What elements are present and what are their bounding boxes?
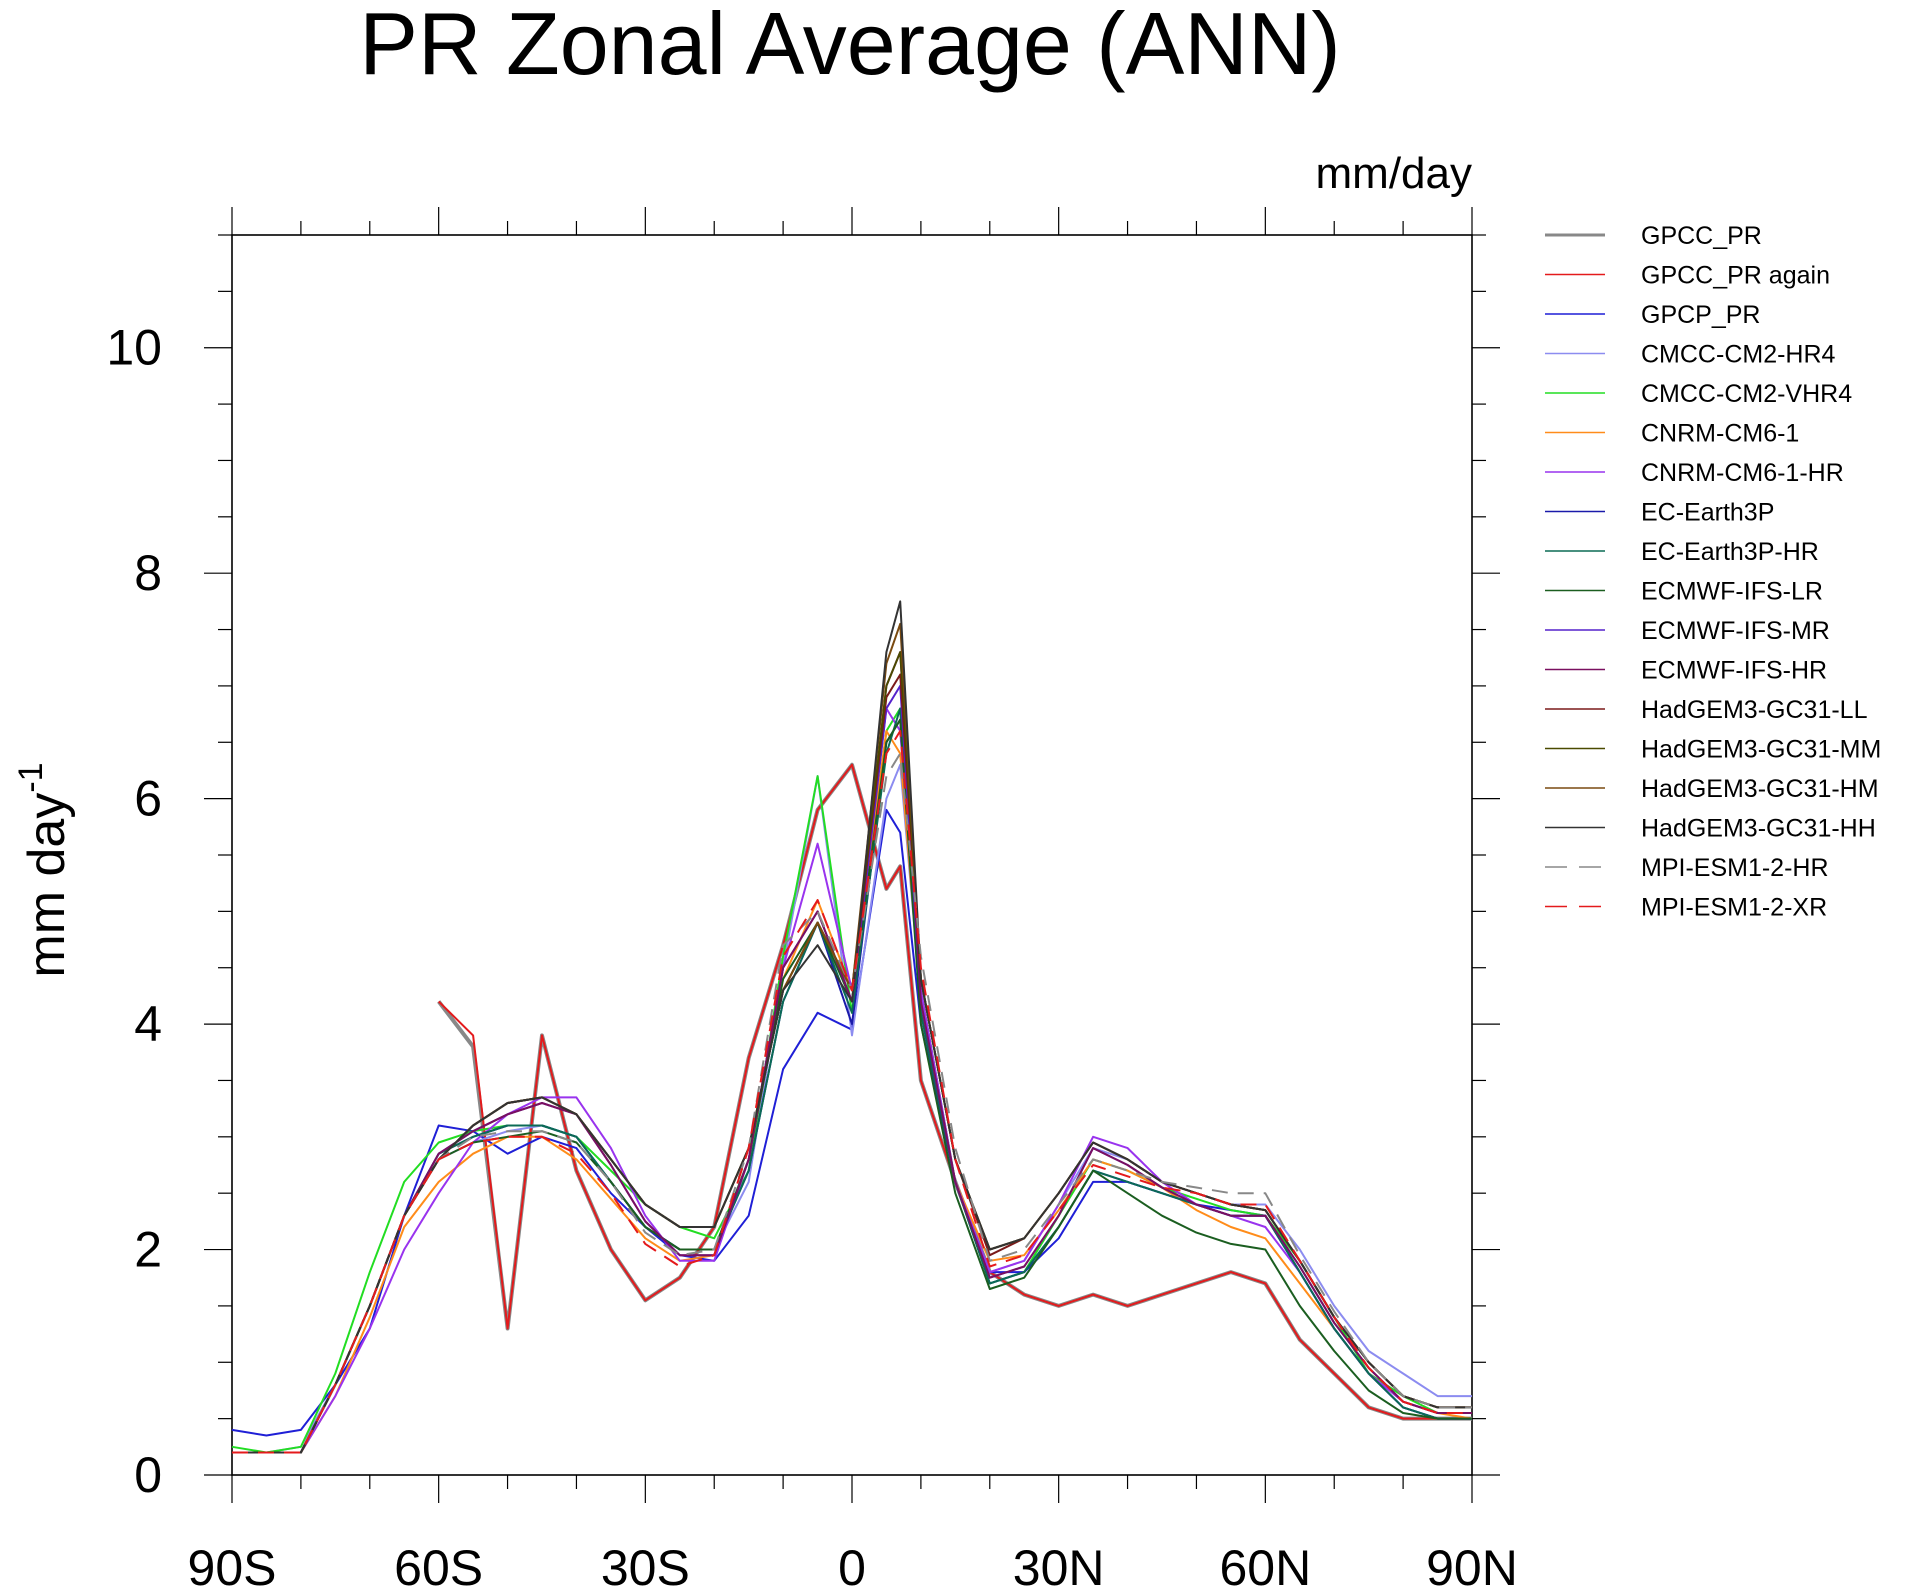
series-line-gpcc-pr-again <box>437 763 1472 1420</box>
y-axis-label-superscript: -1 <box>12 762 50 792</box>
legend-label-hadgem3-gc31-mm: HadGEM3-GC31-MM <box>1641 736 1881 764</box>
legend-label-gpcp-pr: GPCP_PR <box>1641 301 1760 329</box>
y-tick-label: 6 <box>134 771 162 827</box>
legend-label-hadgem3-gc31-hm: HadGEM3-GC31-HM <box>1641 775 1879 803</box>
series-line-ecmwf-ifs-lr <box>232 718 1472 1454</box>
legend-label-hadgem3-gc31-ll: HadGEM3-GC31-LL <box>1641 696 1868 724</box>
x-tick-label: 90S <box>188 1540 277 1595</box>
legend-label-ecmwf-ifs-hr: ECMWF-IFS-HR <box>1641 657 1827 685</box>
series-line-ecmwf-ifs-mr <box>232 684 1472 1454</box>
legend-label-mpi-esm1-2-xr: MPI-ESM1-2-XR <box>1641 894 1827 922</box>
legend-label-hadgem3-gc31-hh: HadGEM3-GC31-HH <box>1641 815 1876 843</box>
units-label: mm/day <box>1316 149 1472 198</box>
y-tick-label: 10 <box>106 320 162 376</box>
series-line-cmcc-cm2-vhr4 <box>231 707 1472 1454</box>
legend-label-cnrm-cm6-1: CNRM-CM6-1 <box>1641 420 1799 448</box>
series-line-mpi-esm1-2-xr <box>232 730 1472 1454</box>
legend-label-cnrm-cm6-1-hr: CNRM-CM6-1-HR <box>1641 459 1844 487</box>
series-line-ec-earth3p <box>232 718 1472 1454</box>
x-tick-label: 90N <box>1426 1540 1518 1595</box>
x-tick-label: 30N <box>1013 1540 1105 1595</box>
legend-label-mpi-esm1-2-hr: MPI-ESM1-2-HR <box>1641 854 1829 882</box>
x-tick-label: 0 <box>838 1540 866 1595</box>
legend-label-gpcc-pr-again: GPCC_PR again <box>1641 262 1830 290</box>
x-tick-label: 60S <box>394 1540 483 1595</box>
legend-label-cmcc-cm2-vhr4: CMCC-CM2-VHR4 <box>1641 380 1852 408</box>
legend-label-ec-earth3p-hr: EC-Earth3P-HR <box>1641 538 1819 566</box>
series-line-cnrm-cm6-1-hr <box>232 707 1472 1454</box>
series-line-gpcc-pr <box>437 762 1472 1421</box>
legend-label-gpcc-pr: GPCC_PR <box>1641 222 1762 250</box>
x-tick-label: 60N <box>1219 1540 1311 1595</box>
legend: GPCC_PR GPCC_PR again GPCP_PR CMCC-CM2-HR4 C… <box>1545 222 1881 922</box>
series-line-gpcp-pr <box>231 808 1472 1437</box>
plot-frame <box>231 234 1473 1476</box>
plot-area: 90S 60S 30S 0 30N 60N 90N 0 2 4 6 8 10 <box>106 207 1518 1595</box>
legend-label-cmcc-cm2-hr4: CMCC-CM2-HR4 <box>1641 341 1836 369</box>
y-axis-label-text: mm day <box>18 793 76 978</box>
series-line-hadgem3-gc31-ll <box>232 673 1472 1454</box>
chart-title: PR Zonal Average (ANN) <box>359 0 1340 93</box>
y-tick-label: 4 <box>134 996 162 1052</box>
y-tick-label: 0 <box>134 1447 162 1503</box>
legend-label-ec-earth3p: EC-Earth3P <box>1641 499 1774 527</box>
series-line-mpi-esm1-2-hr <box>232 752 1472 1454</box>
legend-label-ecmwf-ifs-lr: ECMWF-IFS-LR <box>1641 578 1823 606</box>
series-line-ec-earth3p-hr <box>232 707 1472 1454</box>
x-tick-label: 30S <box>601 1540 690 1595</box>
legend-label-ecmwf-ifs-mr: ECMWF-IFS-MR <box>1641 617 1830 645</box>
series-line-cnrm-cm6-1 <box>232 730 1473 1454</box>
series-line-hadgem3-gc31-hh <box>232 600 1472 1454</box>
y-tick-label: 8 <box>134 545 162 601</box>
y-tick-label: 2 <box>134 1222 162 1278</box>
series-line-hadgem3-gc31-hm <box>232 622 1472 1454</box>
series-line-cmcc-cm2-hr4 <box>232 763 1472 1454</box>
y-axis-label: mm day-1 <box>12 762 76 977</box>
